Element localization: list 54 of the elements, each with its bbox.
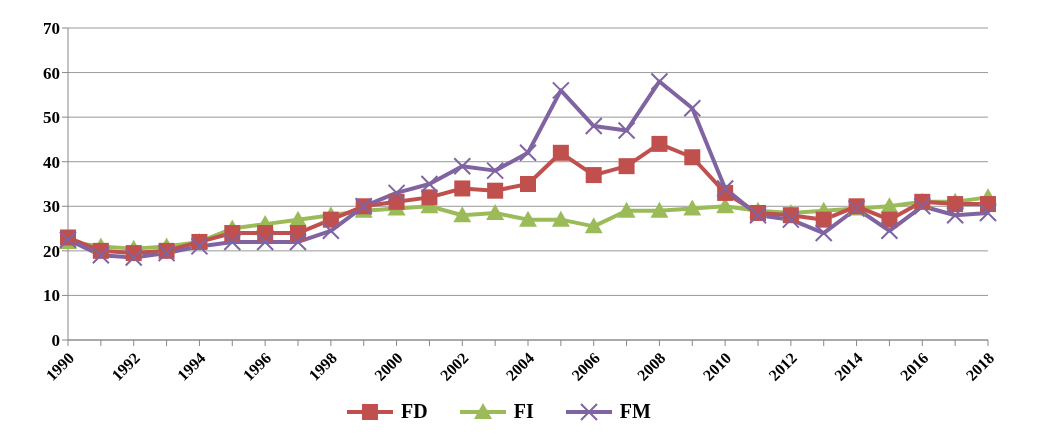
y-tick-label: 0 xyxy=(51,331,60,351)
point xyxy=(683,199,702,216)
point xyxy=(585,167,602,184)
point xyxy=(651,135,668,152)
legend-label: FM xyxy=(618,400,651,423)
y-tick-label: 10 xyxy=(43,286,60,306)
point xyxy=(321,221,340,240)
point xyxy=(584,117,603,136)
point xyxy=(519,210,537,227)
legend-label: FI xyxy=(512,400,534,423)
point xyxy=(618,158,635,175)
y-tick-label: 60 xyxy=(43,63,60,83)
point xyxy=(716,179,735,198)
y-tick-label: 50 xyxy=(43,108,60,128)
point xyxy=(584,217,603,234)
point xyxy=(815,211,832,228)
point xyxy=(617,121,636,140)
point xyxy=(520,176,536,192)
point xyxy=(650,72,669,91)
point xyxy=(979,203,997,222)
point xyxy=(157,244,176,263)
point xyxy=(190,237,209,256)
point xyxy=(91,246,110,265)
point xyxy=(650,201,669,218)
legend-label: FD xyxy=(400,400,428,423)
point xyxy=(617,201,636,218)
point xyxy=(420,175,439,193)
point xyxy=(781,210,800,229)
point xyxy=(289,232,307,251)
point xyxy=(486,161,505,180)
point xyxy=(256,232,275,251)
point xyxy=(453,157,472,176)
point xyxy=(551,210,570,227)
point xyxy=(223,232,242,251)
point xyxy=(519,143,537,162)
point xyxy=(552,144,569,161)
point xyxy=(946,206,965,225)
y-tick-label: 30 xyxy=(43,197,60,217)
point xyxy=(124,248,143,267)
point xyxy=(913,197,932,216)
point xyxy=(683,99,702,118)
point xyxy=(880,221,899,240)
point xyxy=(749,206,767,225)
point xyxy=(487,182,504,199)
point xyxy=(421,189,438,206)
point xyxy=(814,224,833,243)
point xyxy=(486,203,505,220)
point xyxy=(454,180,471,197)
y-tick-label: 70 xyxy=(43,19,60,39)
y-tick-label: 20 xyxy=(43,241,60,261)
point xyxy=(684,149,701,166)
point xyxy=(387,183,406,202)
point xyxy=(453,206,472,223)
y-tick-label: 40 xyxy=(43,152,60,172)
